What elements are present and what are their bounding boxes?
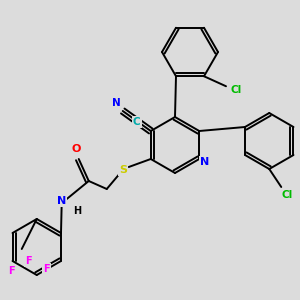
Text: F: F <box>44 264 50 274</box>
Text: N: N <box>200 157 209 167</box>
Text: H: H <box>73 206 81 216</box>
Text: O: O <box>71 144 80 154</box>
Text: C: C <box>133 117 141 127</box>
Text: F: F <box>8 266 15 276</box>
Text: N: N <box>57 196 66 206</box>
Text: Cl: Cl <box>230 85 242 95</box>
Text: Cl: Cl <box>282 190 293 200</box>
Text: F: F <box>26 256 32 266</box>
Text: N: N <box>112 98 121 108</box>
Text: S: S <box>119 165 127 175</box>
